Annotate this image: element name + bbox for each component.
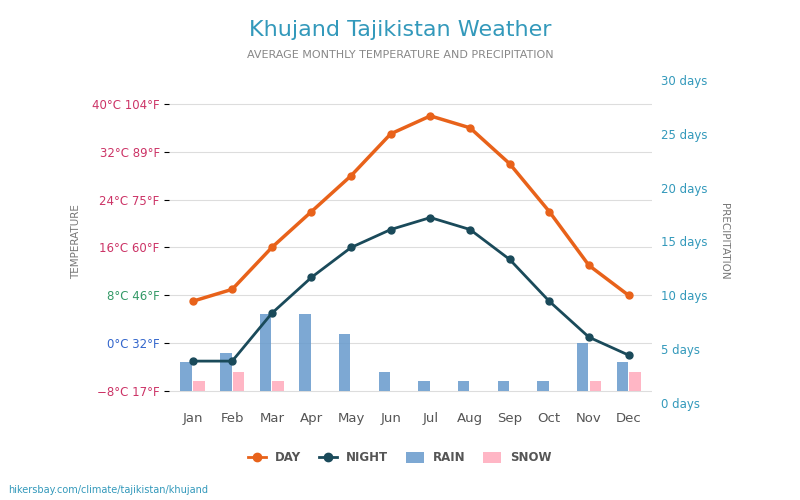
Bar xyxy=(378,372,390,391)
Bar xyxy=(233,372,244,391)
Bar xyxy=(260,314,271,391)
Bar xyxy=(617,362,628,391)
Legend: DAY, NIGHT, RAIN, SNOW: DAY, NIGHT, RAIN, SNOW xyxy=(243,446,557,469)
Bar xyxy=(220,352,231,391)
Text: hikersbay.com/climate/tajikistan/khujand: hikersbay.com/climate/tajikistan/khujand xyxy=(8,485,208,495)
Bar xyxy=(418,382,430,391)
Y-axis label: PRECIPITATION: PRECIPITATION xyxy=(719,203,729,280)
Bar xyxy=(590,382,601,391)
Bar xyxy=(577,343,588,391)
Bar xyxy=(498,382,509,391)
Bar xyxy=(630,372,641,391)
Bar xyxy=(339,334,350,391)
Bar xyxy=(193,382,205,391)
Bar xyxy=(538,382,549,391)
Bar xyxy=(181,362,192,391)
Y-axis label: TEMPERATURE: TEMPERATURE xyxy=(71,204,81,279)
Bar xyxy=(273,382,284,391)
Bar xyxy=(458,382,470,391)
Text: Khujand Tajikistan Weather: Khujand Tajikistan Weather xyxy=(249,20,551,40)
Bar xyxy=(299,314,311,391)
Text: AVERAGE MONTHLY TEMPERATURE AND PRECIPITATION: AVERAGE MONTHLY TEMPERATURE AND PRECIPIT… xyxy=(246,50,554,60)
